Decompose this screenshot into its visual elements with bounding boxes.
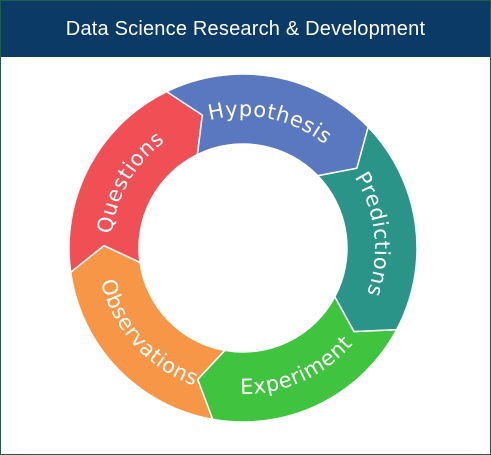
research-cycle-diagram: ObservationsQuestionsHypothesisPredictio… bbox=[68, 73, 418, 423]
page-title: Data Science Research & Development bbox=[65, 17, 426, 40]
experiment-segment bbox=[197, 296, 398, 423]
title-bar: Data Science Research & Development bbox=[1, 1, 490, 57]
questions-segment bbox=[68, 90, 204, 273]
